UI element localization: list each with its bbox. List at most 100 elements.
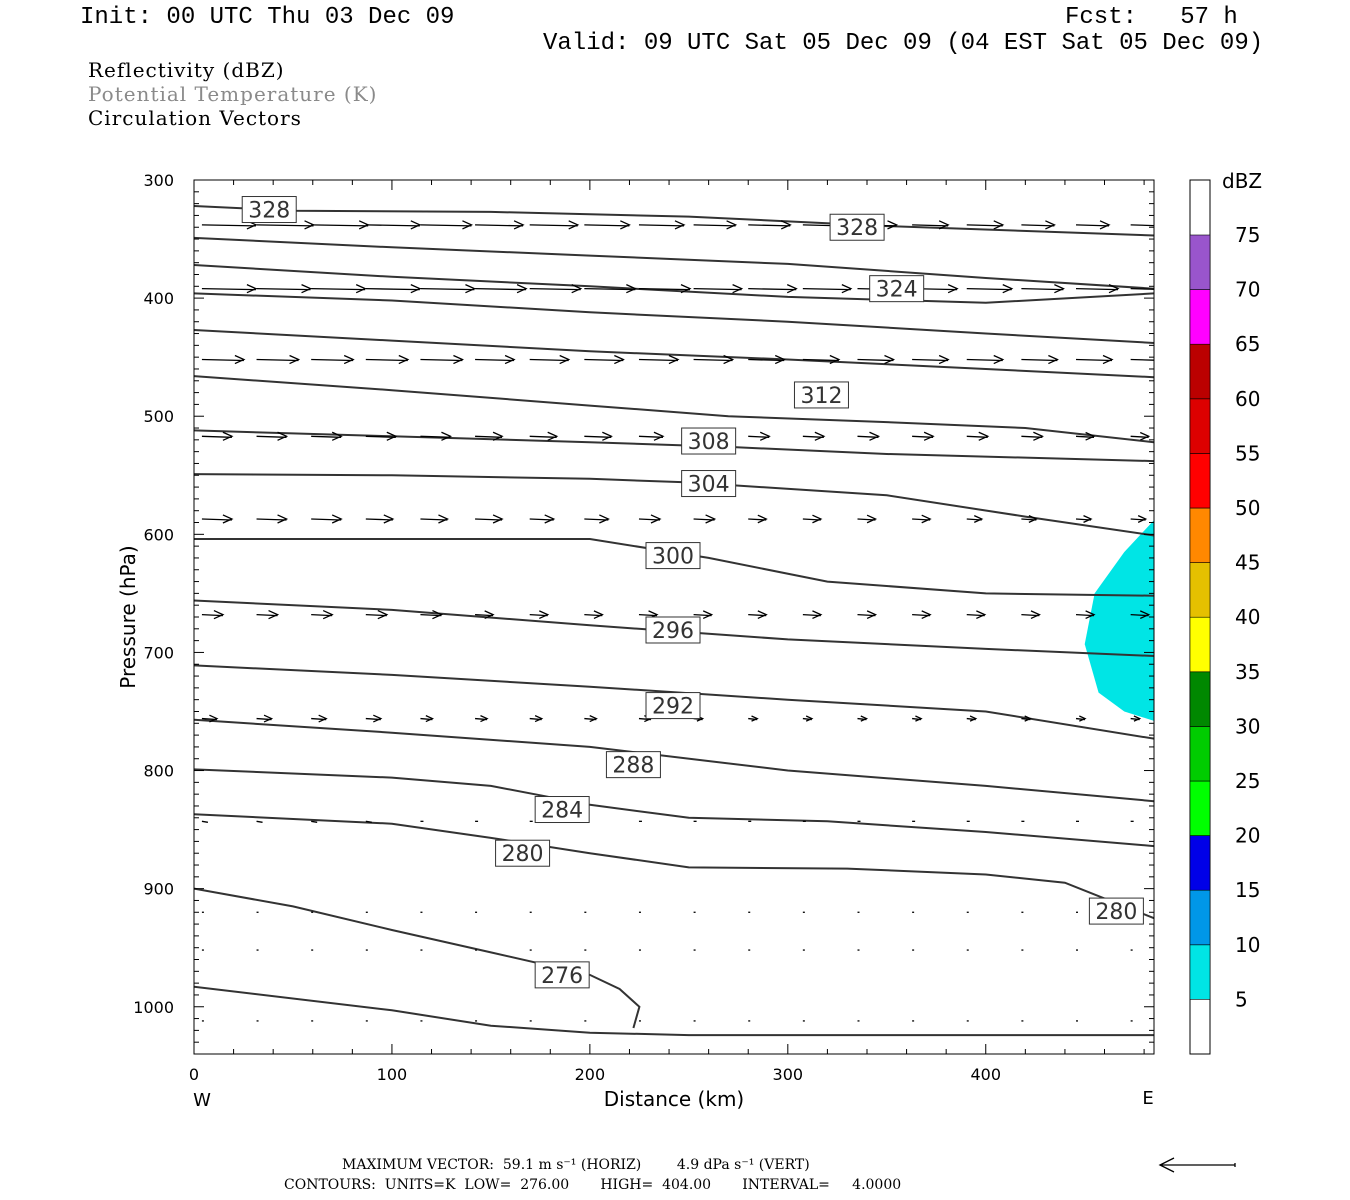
isentrope-line-8 — [194, 538, 1154, 597]
x-tick-label: 0 — [189, 1065, 199, 1084]
max-vector-note: MAXIMUM VECTOR: 59.1 m s⁻¹ (HORIZ) 4.9 d… — [342, 1157, 810, 1173]
circulation-vector — [638, 284, 692, 294]
circulation-vector — [365, 220, 422, 230]
colorbar-level-label: 50 — [1235, 496, 1260, 520]
circulation-vector — [857, 431, 881, 441]
contour-label: 280 — [502, 842, 544, 867]
colorbar-level-label: 10 — [1235, 933, 1260, 957]
forecast-hour: Fcst: 57 h — [1065, 4, 1238, 31]
circulation-vector — [966, 354, 1005, 365]
circulation-vector — [912, 715, 923, 722]
circulation-vector — [365, 431, 398, 441]
colorbar-level-label: 5 — [1235, 987, 1248, 1011]
circulation-vector — [1130, 224, 1154, 227]
circulation-vector — [1130, 358, 1154, 361]
circulation-vector — [420, 431, 453, 441]
circulation-vector — [1021, 284, 1065, 294]
circulation-vector — [201, 514, 234, 524]
circulation-vector — [1075, 354, 1114, 365]
y-tick-label: 500 — [143, 407, 174, 426]
circulation-vector — [912, 220, 950, 230]
isentrope-line-15 — [194, 985, 1154, 1037]
circulation-vector — [1021, 515, 1038, 523]
circulation-vector — [529, 514, 556, 524]
circulation-vector — [584, 284, 637, 294]
circulation-vector — [529, 715, 544, 723]
circulation-vector — [912, 354, 950, 365]
circulation-vector — [1130, 610, 1151, 620]
circulation-vector — [693, 610, 714, 620]
circulation-vector — [529, 284, 583, 294]
circulation-vector — [311, 514, 343, 524]
circulation-vector — [802, 431, 826, 441]
contour-label-box — [605, 751, 661, 779]
contour-label-box — [534, 961, 590, 989]
colorbar-level-label: 15 — [1235, 878, 1260, 902]
circulation-vector — [584, 514, 610, 524]
circulation-vector — [584, 715, 598, 723]
circulation-vector — [912, 431, 935, 441]
contour-label-box — [1088, 897, 1144, 925]
circulation-vector — [1075, 220, 1111, 230]
circulation-vector — [475, 610, 495, 620]
circulation-vector — [966, 610, 987, 620]
circulation-vector — [311, 220, 370, 230]
colorbar-level-label: 45 — [1235, 551, 1260, 575]
colorbar-swatch — [1189, 398, 1211, 454]
circulation-vector — [201, 431, 234, 441]
circulation-vector — [311, 284, 367, 294]
circulation-vector — [365, 514, 395, 524]
circulation-vector — [857, 514, 878, 524]
circulation-vector — [857, 715, 869, 722]
circulation-vector — [1130, 431, 1151, 441]
circulation-vector — [638, 354, 680, 365]
colorbar-level-label: 55 — [1235, 441, 1260, 465]
isentrope-line-7 — [194, 473, 1154, 537]
circulation-vector — [256, 609, 280, 620]
y-tick-label: 300 — [143, 171, 174, 190]
contour-label: 308 — [688, 430, 730, 455]
colorbar-level-label: 30 — [1235, 714, 1260, 738]
field-circulation-vectors: Circulation Vectors — [88, 106, 302, 130]
contour-label-box — [495, 839, 551, 867]
colorbar-swatch — [1189, 944, 1211, 1000]
circulation-vector — [748, 610, 768, 620]
contour-label: 288 — [612, 754, 654, 779]
colorbar-swatch — [1189, 780, 1211, 836]
circulation-vector — [1130, 288, 1154, 290]
x-tick-label: 300 — [773, 1065, 804, 1084]
circulation-vector — [365, 820, 372, 823]
colorbar-level-label: 25 — [1235, 769, 1260, 793]
x-tick-label: 100 — [377, 1065, 408, 1084]
colorbar-level-label: 75 — [1235, 223, 1260, 247]
circulation-vector — [748, 284, 798, 294]
circulation-vector — [311, 354, 355, 365]
y-tick-label: 900 — [143, 880, 174, 899]
circulation-vector — [529, 431, 559, 441]
circulation-vector — [638, 514, 662, 524]
colorbar-swatch — [1189, 289, 1211, 345]
circulation-vector — [201, 714, 219, 723]
x-axis-title: Distance (km) — [604, 1087, 744, 1111]
y-tick-label: 700 — [143, 643, 174, 662]
circulation-vector — [201, 354, 246, 365]
reflectivity-area — [1084, 520, 1154, 721]
contour-label: 280 — [1095, 900, 1137, 925]
circulation-vector — [1021, 220, 1056, 230]
circulation-vector — [256, 820, 263, 823]
colorbar-swatch — [1189, 671, 1211, 727]
contour-label-box — [681, 470, 737, 498]
circulation-vector — [966, 515, 984, 523]
circulation-vector — [420, 609, 444, 620]
contour-label-box — [681, 427, 737, 455]
colorbar-swatch — [1189, 343, 1211, 400]
circulation-vector — [748, 220, 792, 230]
circulation-vector — [256, 354, 301, 365]
contour-label: 328 — [836, 216, 878, 241]
circulation-vector — [256, 284, 313, 294]
circulation-vector — [201, 284, 258, 294]
contour-label-box — [869, 275, 925, 303]
circulation-vector — [966, 284, 1014, 294]
colorbar-level-label: 65 — [1235, 332, 1260, 356]
